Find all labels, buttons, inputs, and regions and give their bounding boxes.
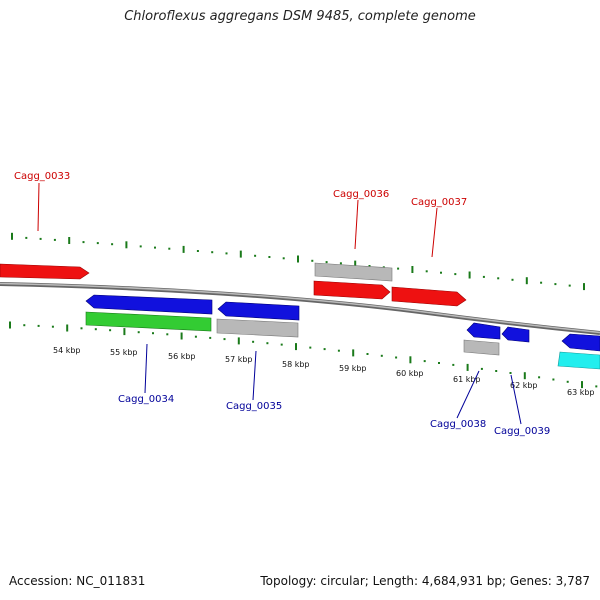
gene-label-cagg-0036[interactable]: Cagg_0036 [333,189,389,200]
accession-text: Accession: NC_011831 [9,574,146,588]
gene-feature-blue-1[interactable] [85,294,213,315]
scale-label-54: 54 kbp [53,346,81,355]
scale-label-63: 63 kbp [567,388,595,397]
gene-feature-cagg-0038[interactable] [463,339,500,356]
gene-feature-gray-forward[interactable] [314,262,393,282]
gene-feature-cagg-0036[interactable] [313,280,391,300]
reverse-strand-features [85,294,600,370]
inner-tick-marks [9,321,598,389]
gene-feature-cagg-0035[interactable] [216,318,299,338]
gene-feature-blue-3[interactable] [466,322,501,340]
scale-label-58: 58 kbp [282,360,310,369]
gene-feature-blue-4[interactable] [501,326,530,343]
gene-label-cagg-0039[interactable]: Cagg_0039 [494,426,550,437]
forward-strand-features [0,262,467,307]
gene-label-cagg-0035[interactable]: Cagg_0035 [226,401,282,412]
callout-line-cagg-0038 [456,370,480,419]
callout-line-cagg-0034 [144,343,148,394]
callout-line-cagg-0039 [510,374,522,425]
genome-summary-text: Topology: circular; Length: 4,684,931 bp… [260,574,590,588]
callout-line-cagg-0037 [431,207,438,258]
callout-line-cagg-0033 [37,182,40,232]
genome-backbone-highlight [0,282,600,334]
scale-label-62: 62 kbp [510,381,538,390]
gene-feature-cagg-0034[interactable] [85,311,212,332]
scale-labels: 54 kbp 55 kbp 56 kbp 57 kbp 58 kbp 59 kb… [53,346,595,397]
callout-line-cagg-0035 [252,350,257,401]
genome-title: Chloroflexus aggregans DSM 9485, complet… [124,9,476,24]
scale-label-55: 55 kbp [110,348,138,357]
scale-label-57: 57 kbp [225,355,253,364]
genome-backbone [0,282,600,335]
gene-feature-blue-2[interactable] [217,301,300,321]
scale-label-56: 56 kbp [168,352,196,361]
gene-feature-cagg-0037[interactable] [391,286,467,307]
callout-line-cagg-0036 [354,199,359,250]
gene-label-cagg-0037[interactable]: Cagg_0037 [411,197,467,208]
gene-feature-cyan[interactable] [557,351,600,370]
gene-label-cagg-0033[interactable]: Cagg_0033 [14,171,70,182]
scale-label-59: 59 kbp [339,364,367,373]
scale-label-61: 61 kbp [453,375,481,384]
gene-label-cagg-0034[interactable]: Cagg_0034 [118,394,174,405]
gene-feature-cagg-0033[interactable] [0,263,90,280]
gene-labels: Cagg_0033 Cagg_0036 Cagg_0037 Cagg_0034 … [14,171,550,437]
gene-label-cagg-0038[interactable]: Cagg_0038 [430,419,486,430]
scale-label-60: 60 kbp [396,369,424,378]
outer-tick-marks [11,232,585,291]
gene-feature-blue-5[interactable] [561,333,600,352]
